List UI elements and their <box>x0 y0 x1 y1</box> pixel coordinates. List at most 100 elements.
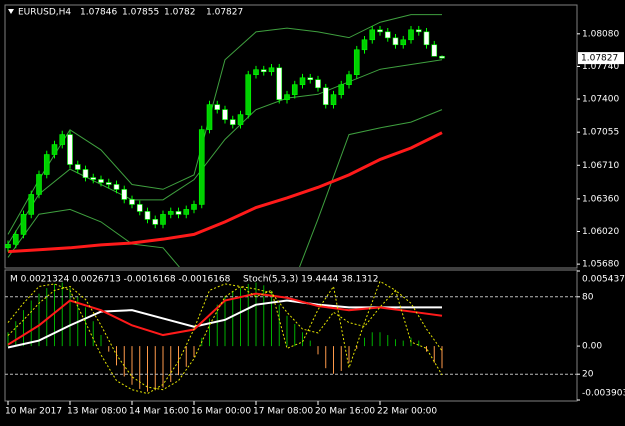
y-tick-label: 0.00 <box>582 342 602 352</box>
candle-body <box>67 134 73 165</box>
price-panel <box>4 4 578 269</box>
candle-body <box>369 29 376 41</box>
candle-body <box>291 84 298 95</box>
x-tick-label: 14 Mar 16:00 <box>129 407 189 417</box>
candle-body <box>28 194 35 215</box>
candle-body <box>36 174 42 195</box>
candle-body <box>113 184 120 190</box>
y-tick-label: 1.06020 <box>582 227 619 237</box>
ohlc-high: 1.07855 <box>122 8 159 18</box>
x-tick-label: 13 Mar 08:00 <box>67 407 127 417</box>
candle-body <box>160 214 166 225</box>
ohlc-close: 1.07827 <box>206 8 243 18</box>
candle-body <box>59 134 66 145</box>
price-label: 1.07827 <box>581 54 618 64</box>
candle-body <box>229 119 236 125</box>
candle-body <box>307 77 314 80</box>
candle-body <box>198 129 205 205</box>
candle-body <box>338 84 345 95</box>
candle-body <box>191 204 197 210</box>
y-tick-label: 1.07740 <box>582 62 619 72</box>
candle-body <box>74 164 81 170</box>
y-tick-label: 1.07400 <box>582 95 619 105</box>
ohlc-open: 1.07846 <box>80 8 117 18</box>
candle-body <box>276 67 283 100</box>
y-tick-label: 1.07055 <box>582 128 619 138</box>
x-tick-label: 16 Mar 00:00 <box>191 407 251 417</box>
indicator-plot <box>5 280 577 395</box>
indicator-title: M 0.0021324 0.0026713 -0.0016168 -0.0016… <box>10 275 231 285</box>
menu-arrow[interactable] <box>8 9 14 14</box>
y2-tick-label: 20 <box>582 370 594 380</box>
x-tick-label: 10 Mar 2017 <box>5 407 62 417</box>
candle-body <box>322 87 329 105</box>
candle-body <box>167 211 174 215</box>
candle-body <box>315 79 321 89</box>
candle-body <box>121 189 128 200</box>
candle-body <box>253 69 259 76</box>
indicator-line <box>7 59 443 245</box>
candle-body <box>392 37 399 46</box>
candle-body <box>237 114 244 125</box>
x-tick-label: 17 Mar 08:00 <box>253 407 313 417</box>
candle-body <box>214 104 221 110</box>
candle-body <box>330 94 337 105</box>
indicator-line <box>7 109 443 267</box>
candle-body <box>105 182 112 185</box>
candle-body <box>245 74 252 115</box>
stoch-title: Stoch(5,3,3) 19.4444 38.1312 <box>243 275 378 285</box>
candle-body <box>415 29 422 33</box>
candle-body <box>400 39 407 46</box>
y-tick-label: -0.003903 <box>582 389 625 399</box>
candle-body <box>206 104 213 130</box>
candle-body <box>136 204 143 212</box>
price-plot <box>5 14 445 267</box>
candle-body <box>20 214 27 235</box>
axes: 1.08080 1.07740 1.07400 1.07055 1.06710 1.063… <box>5 29 625 416</box>
candle-body <box>260 69 267 73</box>
indicator-line <box>7 131 443 254</box>
x-tick-label: 20 Mar 16:00 <box>315 407 375 417</box>
candle-body <box>431 44 438 57</box>
candle-body <box>144 211 151 220</box>
candle-body <box>129 199 135 205</box>
candle-body <box>175 211 182 215</box>
x-tick-label: 22 Mar 00:00 <box>377 407 437 417</box>
candle-body <box>222 109 228 120</box>
stoch-line <box>7 280 443 395</box>
candle-body <box>183 209 190 215</box>
candle-body <box>98 179 104 183</box>
candle-body <box>377 29 383 33</box>
y-tick-label: 0.005437 <box>582 275 625 285</box>
y-tick-label: 1.06710 <box>582 161 619 171</box>
candle-body <box>90 177 97 180</box>
candle-body <box>353 49 360 76</box>
candle-body <box>346 74 352 85</box>
candle-body <box>384 31 391 39</box>
ohlc-low: 1.0782 <box>164 8 196 18</box>
y-tick-label: 1.06360 <box>582 194 619 204</box>
symbol-title: EURUSD,H4 <box>18 8 71 18</box>
candle-body <box>439 55 445 59</box>
candle-body <box>361 39 368 51</box>
candle-body <box>51 144 58 155</box>
candle-body <box>5 244 11 249</box>
candle-body <box>268 67 275 73</box>
candle-body <box>152 219 159 225</box>
indicator-panel <box>4 269 578 402</box>
price-label-box <box>578 52 624 65</box>
candle-body <box>82 169 89 178</box>
candle-body <box>12 234 19 245</box>
y-tick-label: 1.08080 <box>582 29 619 39</box>
candle-body <box>408 29 414 41</box>
candle-body <box>299 77 306 85</box>
y-tick-label: 1.05680 <box>582 260 619 270</box>
candle-body <box>43 154 50 175</box>
candle-body <box>423 31 430 46</box>
y2-tick-label: 80 <box>582 292 594 302</box>
indicator-line <box>7 14 442 235</box>
candle-body <box>284 94 290 100</box>
